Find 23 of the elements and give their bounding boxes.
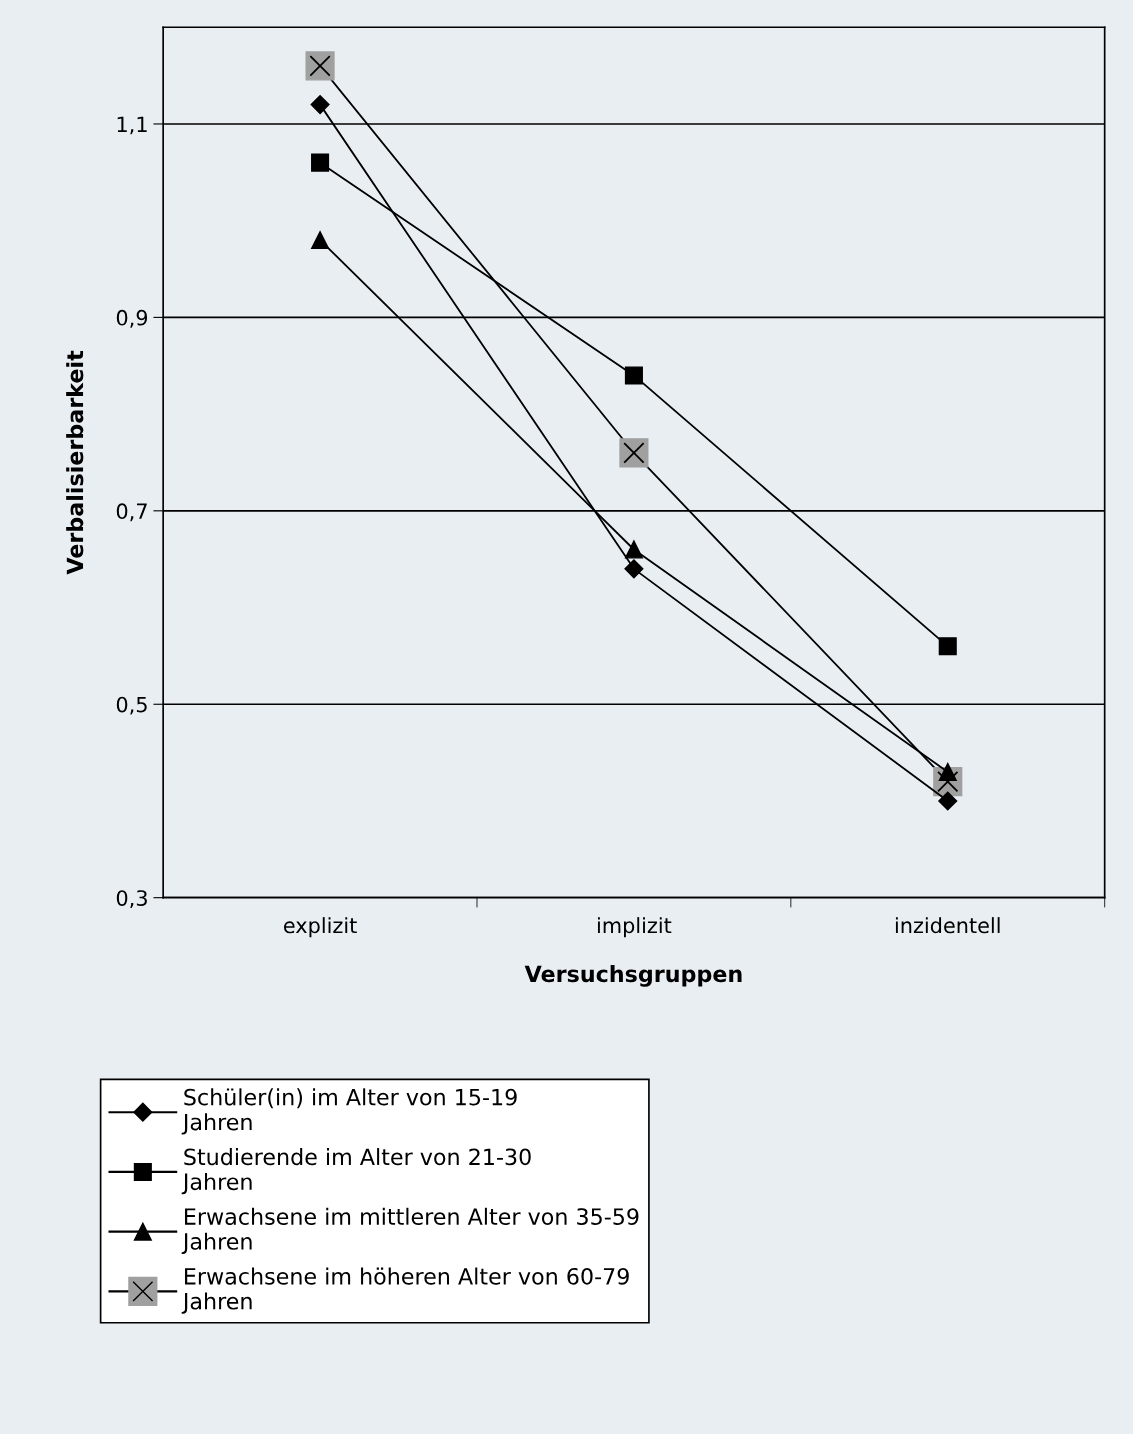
legend-label: Schüler(in) im Alter von 15-19 Jahren [181, 1088, 517, 1135]
x-tick-label: inzidentell [895, 917, 1000, 934]
x-axis-title: Versuchsgruppen [524, 965, 742, 987]
y-tick-label: 0,3 [116, 890, 147, 909]
y-tick-label: 0,9 [116, 309, 148, 328]
point [311, 153, 330, 172]
x-tick-label: explizit [283, 917, 357, 938]
y-tick-label: 0,7 [116, 503, 147, 522]
point [624, 540, 643, 559]
y-tick-label: 0,5 [116, 696, 147, 715]
point [311, 230, 330, 250]
y-axis-title: Verbalisierbarkeit [66, 350, 84, 575]
point [310, 95, 330, 115]
legend-label: Erwachsene im höheren Alter von 60-79 Jahren [181, 1267, 629, 1314]
legend-label: Studierende im Alter von 21-30 Jahren [181, 1148, 531, 1195]
point [624, 559, 644, 579]
point [938, 762, 957, 781]
legend-label: Erwachsene im mittleren Alter von 35-59 Jahren [181, 1207, 639, 1254]
point [938, 791, 958, 811]
x-tick-label: implizit [597, 917, 672, 938]
y-tick-label: 1,1 [117, 116, 147, 135]
point [938, 637, 957, 656]
point [624, 366, 643, 385]
